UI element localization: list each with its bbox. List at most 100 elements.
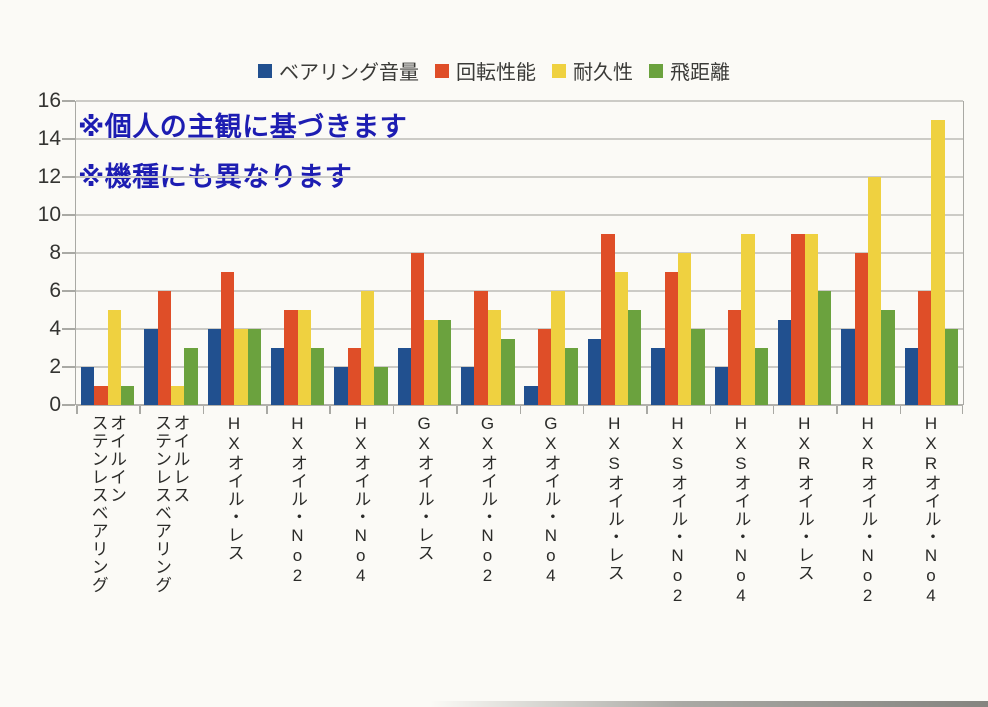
bar-耐久性-3: [234, 329, 248, 405]
bar-ベアリング音量-10: [651, 348, 665, 405]
bar-回転性能-3: [221, 272, 235, 405]
x-axis-tickmark: [961, 406, 963, 414]
legend-label: ベアリング音量: [279, 62, 419, 84]
bar-ベアリング音量-7: [461, 367, 475, 405]
bar-ベアリング音量-14: [904, 348, 918, 405]
x-axis-tickmark: [139, 406, 141, 414]
bar-飛距離-14: [944, 329, 958, 405]
bar-飛距離-6: [437, 319, 452, 405]
x-axis-label: オイルイン ステンレスベアリング: [88, 414, 127, 594]
y-axis-tick-label: 6: [49, 279, 61, 302]
y-axis-tick-label: 0: [49, 393, 61, 416]
x-axis-tickmark: [519, 406, 521, 414]
gridline: [76, 214, 963, 216]
bar-飛距離-12: [817, 291, 832, 405]
x-axis-label: HXSオイル・No2: [668, 414, 688, 606]
bar-耐久性-2: [171, 386, 185, 405]
y-axis-tickmark: [62, 100, 75, 102]
legend-label: 耐久性: [573, 62, 633, 84]
gridline: [76, 138, 963, 140]
gridline: [76, 366, 963, 368]
bar-回転性能-5: [347, 348, 362, 405]
x-axis-tickmark: [392, 406, 395, 414]
x-axis-tickmark: [329, 406, 331, 414]
x-axis-tickmark: [76, 406, 78, 414]
bar-飛距離-10: [691, 329, 705, 405]
y-axis-tickmark: [62, 138, 75, 140]
x-axis-labels: オイルイン ステンレスベアリング オイルレス ステンレスベアリング HXオイル・レス…: [75, 414, 962, 664]
bar-回転性能-13: [854, 253, 868, 405]
bar-耐久性-11: [741, 234, 755, 405]
bar-ベアリング音量-12: [777, 319, 792, 405]
bar-回転性能-10: [664, 272, 678, 405]
x-axis-tickmark: [456, 406, 458, 414]
y-axis-tick-label: 2: [49, 355, 61, 378]
gridline: [76, 404, 963, 406]
legend-swatch-icon: [435, 63, 449, 78]
x-axis-tickmark: [772, 406, 775, 414]
x-axis-tickmark: [836, 406, 838, 414]
legend-swatch-icon: [258, 63, 272, 78]
x-axis-label: HXRオイル・No4: [921, 414, 941, 606]
gridline: [76, 328, 963, 330]
bar-耐久性-7: [487, 310, 502, 405]
bar-ベアリング音量-13: [841, 329, 855, 405]
x-axis-label: GXオイル・No4: [541, 414, 561, 586]
bar-ベアリング音量-5: [334, 367, 348, 405]
y-axis-tickmark: [62, 404, 75, 406]
x-axis-label: HXSオイル・No4: [731, 414, 751, 606]
y-axis-tick-label: 10: [37, 203, 61, 226]
bar-ベアリング音量-4: [271, 348, 285, 405]
x-axis-label: GXオイル・No2: [477, 414, 497, 586]
y-axis-tickmark: [62, 290, 75, 292]
bar-回転性能-2: [157, 291, 172, 405]
bar-回転性能-9: [601, 234, 615, 405]
gridline: [76, 252, 963, 254]
legend-swatch-icon: [649, 63, 663, 78]
bar-回転性能-11: [727, 310, 742, 405]
y-axis-tickmark: [62, 328, 75, 330]
bar-回転性能-14: [917, 291, 932, 405]
x-axis-tickmark: [899, 406, 902, 414]
legend-label: 回転性能: [456, 62, 536, 84]
bar-回転性能-7: [474, 291, 488, 405]
gridline: [76, 176, 963, 178]
y-axis-tickmark: [62, 176, 75, 178]
bar-ベアリング音量-11: [714, 367, 728, 405]
bar-耐久性-5: [361, 291, 375, 405]
bar-耐久性-6: [424, 319, 438, 405]
x-axis-label: HXRオイル・レス: [794, 414, 814, 582]
x-axis-tickmark: [202, 406, 205, 414]
x-axis-tickmark: [709, 406, 712, 414]
legend-item: 回転性能: [435, 56, 536, 85]
x-axis-label: HXオイル・No2: [287, 414, 307, 586]
y-axis-tick-label: 8: [49, 241, 61, 264]
bar-ベアリング音量-1: [80, 367, 95, 405]
bar-回転性能-4: [284, 310, 298, 405]
bar-飛距離-13: [881, 310, 895, 405]
y-axis-tick-label: 12: [37, 165, 61, 188]
bar-飛距離-2: [184, 348, 198, 405]
bar-耐久性-14: [931, 120, 945, 405]
bar-回転性能-8: [537, 329, 552, 405]
bar-飛距離-4: [311, 348, 325, 405]
x-axis-tickmark: [266, 406, 268, 414]
bar-飛距離-9: [627, 310, 642, 405]
y-axis-tick-label: 16: [37, 89, 61, 112]
x-axis-label: HXRオイル・No2: [858, 414, 878, 606]
x-axis-label: オイルレス ステンレスベアリング: [152, 414, 190, 594]
gridline: [76, 290, 963, 292]
x-axis-label: HXオイル・No4: [351, 414, 371, 586]
x-axis-label: GXオイル・レス: [414, 414, 434, 562]
photo-bottom-shadow: [430, 701, 988, 707]
x-axis-label: HXオイル・レス: [224, 414, 244, 562]
bar-耐久性-12: [804, 234, 818, 405]
annotation-note-1: ※個人の主観に基づきます: [78, 112, 408, 142]
bar-耐久性-1: [107, 310, 122, 405]
legend-item: 飛距離: [649, 56, 730, 85]
bar-回転性能-12: [791, 234, 805, 405]
bar-耐久性-8: [551, 291, 565, 405]
bar-ベアリング音量-6: [397, 348, 412, 405]
chart-legend: ベアリング音量 回転性能 耐久性 飛距離: [0, 56, 988, 85]
legend-item: ベアリング音量: [258, 56, 419, 85]
